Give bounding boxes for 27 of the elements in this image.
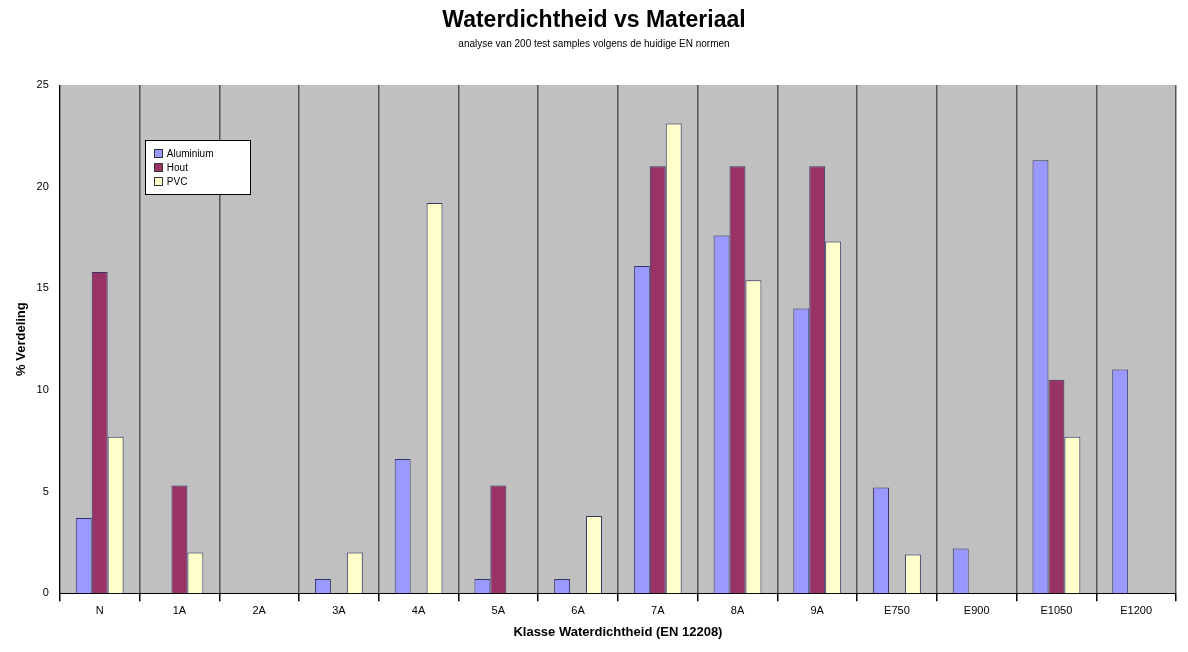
y-tick-label: 5: [42, 484, 49, 497]
x-tick-label: 1A: [172, 603, 187, 616]
x-tick-label: E750: [884, 603, 910, 616]
x-tick-label: E1050: [1040, 603, 1073, 616]
x-tick-label: 6A: [571, 603, 586, 616]
chart-subtitle: analyse van 200 test samples volgens de huidige EN normen: [457, 38, 731, 49]
y-tick-label: 25: [36, 78, 49, 91]
x-tick-label: 9A: [810, 603, 825, 616]
x-tick-label: E900: [963, 603, 990, 616]
y-axis-title: % Verdeling: [13, 302, 29, 376]
x-tick-label: 3A: [332, 603, 347, 616]
legend-label: Aluminium: [165, 148, 215, 159]
y-tick-label: 10: [36, 382, 49, 395]
y-tick-label: 15: [36, 281, 49, 294]
x-axis-title: Klasse Waterdichtheid (EN 12208): [513, 623, 723, 639]
legend-label: PVC: [165, 176, 189, 187]
x-tick-label: 4A: [411, 603, 426, 616]
legend-label: Hout: [165, 162, 189, 173]
x-tick-label: N: [95, 603, 104, 616]
x-tick-label: 7A: [651, 603, 666, 616]
x-tick-label: 8A: [730, 603, 745, 616]
chart-title: Waterdichtheid vs Materiaal: [441, 6, 747, 33]
x-tick-label: 2A: [252, 603, 267, 616]
y-tick-label: 20: [36, 179, 49, 192]
x-tick-label: E1200: [1120, 603, 1153, 616]
y-tick-label: 0: [42, 586, 49, 599]
x-tick-label: 5A: [491, 603, 506, 616]
